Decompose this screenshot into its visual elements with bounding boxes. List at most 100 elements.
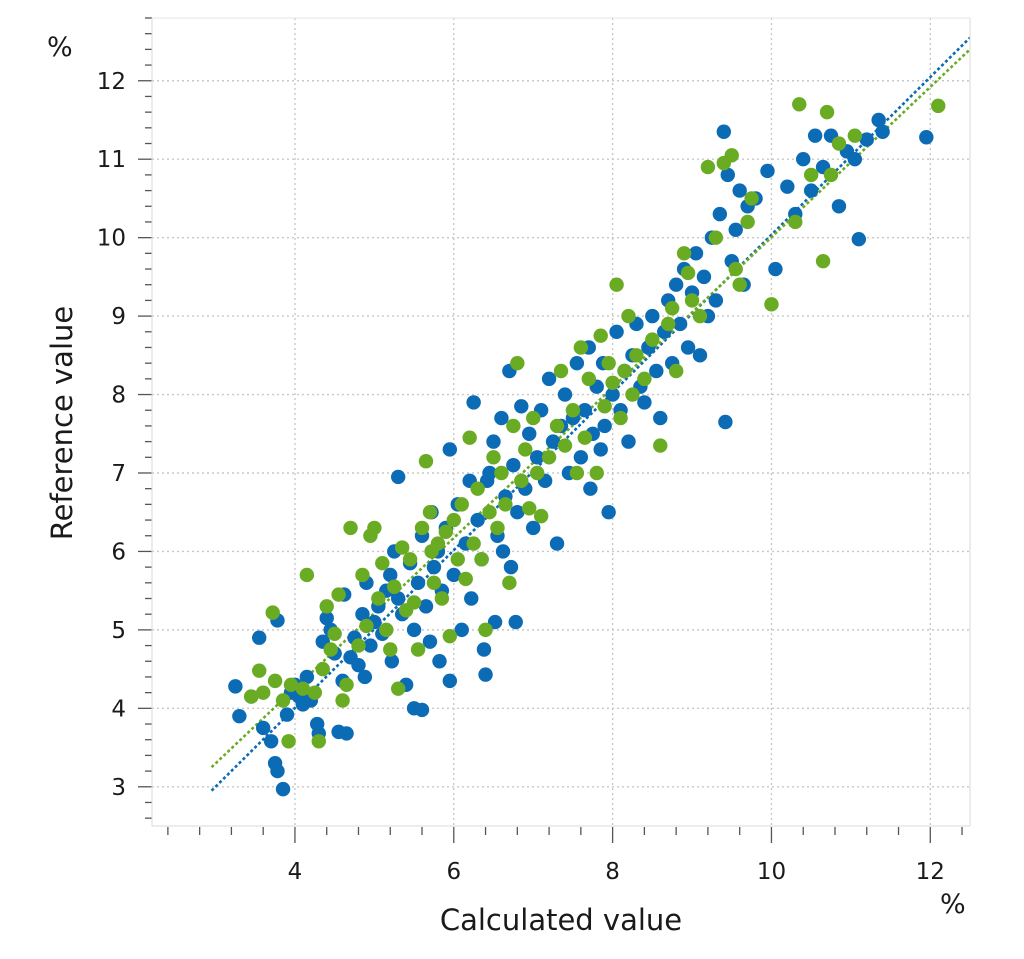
- green-data-point: [355, 567, 370, 583]
- minor-ticks: [138, 17, 963, 843]
- green-data-point: [553, 363, 569, 379]
- x-axis-title: Calculated value: [440, 903, 682, 937]
- green-data-point: [430, 536, 446, 551]
- green-data-point: [482, 505, 497, 520]
- x-tick-label: 8: [605, 859, 620, 885]
- green-data-point: [565, 403, 581, 418]
- green-data-point: [740, 214, 755, 230]
- green-data-point: [335, 693, 350, 708]
- y-tick-label: 5: [111, 618, 126, 644]
- blue-data-point: [355, 606, 370, 622]
- green-data-point: [823, 167, 839, 183]
- blue-data-point: [476, 642, 492, 657]
- green-data-point: [283, 677, 299, 692]
- blue-data-point: [319, 610, 334, 626]
- y-tick-label: 4: [111, 696, 126, 722]
- green-data-point: [529, 465, 545, 481]
- green-data-point: [645, 332, 660, 347]
- green-data-point: [847, 128, 863, 143]
- green-data-point: [375, 556, 390, 571]
- blue-data-point: [708, 293, 724, 308]
- green-data-point: [514, 473, 529, 489]
- blue-data-point: [526, 520, 541, 536]
- green-data-point: [490, 520, 505, 536]
- green-data-point: [414, 520, 430, 536]
- blue-data-point: [351, 657, 366, 673]
- green-data-point: [637, 371, 652, 387]
- blue-data-point: [732, 183, 747, 198]
- green-data-point: [450, 552, 465, 567]
- blue-data-point: [593, 442, 608, 457]
- green-data-point: [383, 642, 398, 657]
- green-data-point: [728, 261, 743, 277]
- green-data-point: [625, 387, 640, 402]
- green-data-point: [331, 587, 346, 602]
- blue-data-point: [464, 591, 479, 606]
- green-data-point: [700, 159, 716, 175]
- green-data-point: [474, 552, 489, 567]
- green-data-point: [506, 418, 521, 434]
- blue-data-point: [668, 277, 684, 292]
- blue-data-point: [728, 222, 743, 238]
- y-tick-label: 10: [97, 226, 126, 252]
- green-data-point: [549, 418, 565, 434]
- green-data-point: [315, 661, 330, 677]
- green-data-point: [597, 399, 612, 414]
- green-data-point: [275, 693, 291, 708]
- blue-data-point: [768, 261, 783, 277]
- green-data-point: [589, 465, 604, 481]
- blue-data-point: [871, 112, 886, 128]
- green-data-point: [299, 567, 315, 583]
- blue-data-point: [712, 206, 728, 222]
- green-data-point: [661, 316, 676, 332]
- green-data-point: [244, 689, 259, 704]
- blue-data-point: [495, 544, 511, 559]
- green-data-point: [764, 297, 779, 312]
- blue-data-point: [859, 132, 874, 147]
- y-tick-label: 7: [111, 461, 126, 487]
- data-points: [228, 97, 946, 797]
- green-data-point: [486, 450, 501, 465]
- blue-data-point: [621, 434, 636, 449]
- blue-data-point: [680, 340, 696, 355]
- green-data-point: [803, 167, 819, 183]
- green-data-point: [367, 520, 382, 536]
- green-data-point: [267, 673, 283, 689]
- blue-data-point: [545, 434, 561, 449]
- green-data-point: [406, 595, 422, 610]
- blue-data-point: [470, 512, 485, 528]
- blue-data-point: [577, 403, 593, 418]
- y-tick-label: 6: [111, 539, 126, 565]
- blue-data-point: [383, 567, 398, 583]
- green-data-point: [629, 348, 644, 363]
- blue-data-point: [672, 316, 688, 332]
- blue-data-point: [487, 614, 503, 630]
- green-data-point: [371, 591, 386, 606]
- y-tick-label: 9: [111, 304, 126, 330]
- blue-data-point: [384, 654, 400, 669]
- blue-data-point: [279, 707, 295, 722]
- plot-frame: [151, 17, 971, 827]
- blue-data-point: [503, 559, 519, 575]
- green-data-point: [255, 685, 271, 700]
- blue-data-point: [803, 183, 819, 198]
- green-data-point: [387, 579, 402, 594]
- blue-data-point: [549, 536, 565, 551]
- blue-data-point: [406, 622, 422, 638]
- green-data-point: [351, 638, 366, 653]
- green-data-point: [462, 430, 477, 445]
- blue-data-point: [466, 395, 481, 410]
- blue-data-point: [573, 450, 589, 465]
- green-data-point: [668, 363, 684, 379]
- blue-data-point: [653, 410, 668, 426]
- blue-data-point: [831, 199, 847, 214]
- blue-data-point: [422, 634, 438, 649]
- green-data-point: [494, 465, 509, 481]
- green-data-point: [426, 575, 442, 591]
- blue-data-point: [609, 324, 624, 339]
- green-data-point: [931, 98, 946, 114]
- x-tick-label: 4: [288, 859, 303, 885]
- blue-data-point: [696, 269, 712, 285]
- green-data-point: [327, 626, 342, 642]
